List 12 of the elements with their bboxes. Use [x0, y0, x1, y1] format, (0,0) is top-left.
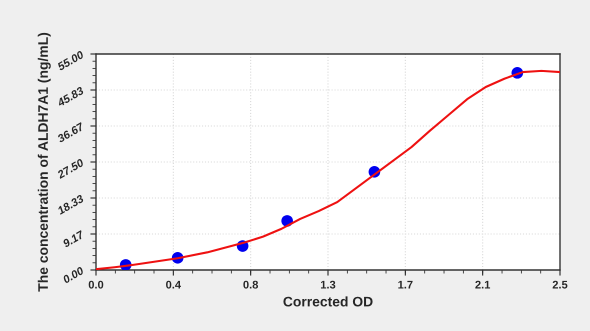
x-tick-label: 2.5: [552, 280, 568, 289]
y-tick-label: 45.83: [56, 86, 84, 108]
y-tick-label: 0.00: [62, 266, 84, 284]
x-tick-label: 0.0: [88, 280, 104, 289]
x-tick-label: 0.4: [166, 280, 182, 289]
y-axis-title: The concentration of ALDH7A1 (ng/mL): [38, 32, 51, 292]
y-tick-label: 9.17: [62, 230, 85, 248]
x-tick-label: 2.1: [475, 280, 490, 288]
x-tick-label: 1.7: [398, 280, 413, 288]
x-tick-label: 0.8: [243, 280, 258, 289]
x-tick-label: 1.3: [320, 280, 336, 289]
x-axis-title: Corrected OD: [283, 296, 373, 307]
